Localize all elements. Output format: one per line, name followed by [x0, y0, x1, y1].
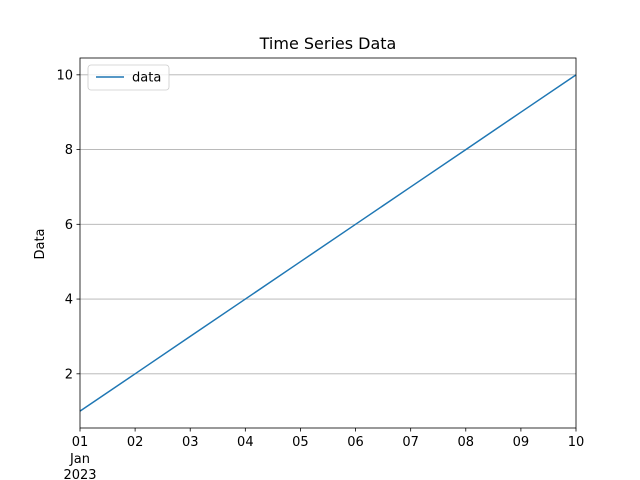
x-tick-month-label: Jan	[69, 452, 90, 467]
x-tick-label-06: 06	[347, 435, 364, 450]
x-tick-label-04: 04	[237, 435, 254, 450]
x-tick-label-05: 05	[292, 435, 309, 450]
y-tick-label-8: 8	[65, 143, 73, 158]
x-tick-label-09: 09	[513, 435, 530, 450]
x-tick-year-label: 2023	[63, 468, 96, 480]
y-tick-label-6: 6	[65, 218, 73, 233]
legend-label-data: data	[132, 71, 161, 86]
x-tick-label-08: 08	[458, 435, 475, 450]
x-tick-label-07: 07	[402, 435, 419, 450]
legend: data	[87, 64, 170, 91]
x-tick-label-10: 10	[568, 435, 585, 450]
legend-box	[87, 64, 170, 91]
y-tick-label-4: 4	[65, 293, 73, 308]
axes	[79, 57, 577, 429]
plot-frame	[79, 57, 577, 429]
y-tick-label-2: 2	[65, 367, 73, 382]
x-tick-label-03: 03	[182, 435, 199, 450]
chart-title: Time Series Data	[259, 34, 397, 53]
x-tick-label-02: 02	[127, 435, 144, 450]
gridlines	[80, 74, 576, 375]
series-layer	[79, 74, 577, 412]
series-line-data	[79, 74, 577, 412]
y-tick-label-10: 10	[56, 68, 73, 83]
y-axis-title: Data	[33, 228, 48, 259]
x-tick-label-01: 01	[72, 435, 89, 450]
